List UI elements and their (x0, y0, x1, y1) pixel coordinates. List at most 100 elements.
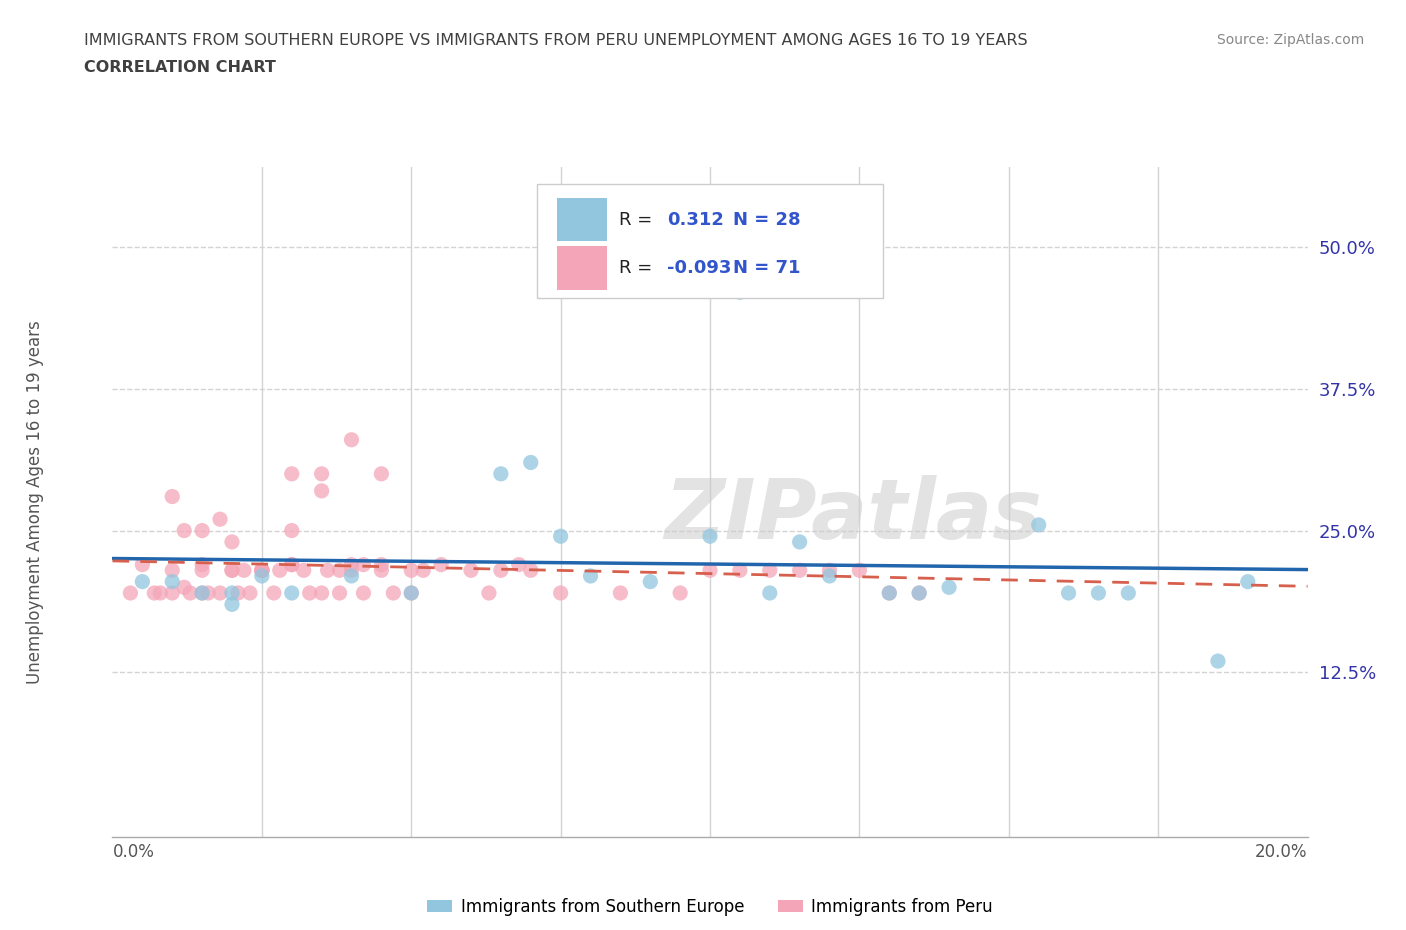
Point (401, 586, 423, 601)
Point (250, 563, 273, 578)
Point (340, 563, 363, 578)
Point (728, 285, 751, 299)
Point (1118, 586, 1140, 601)
Point (263, 586, 285, 601)
Text: CORRELATION CHART: CORRELATION CHART (84, 60, 276, 75)
Text: -0.093: -0.093 (666, 259, 731, 277)
Text: Source: ZipAtlas.com: Source: ZipAtlas.com (1216, 33, 1364, 46)
FancyBboxPatch shape (537, 184, 883, 298)
Text: 0.312: 0.312 (666, 210, 724, 229)
Point (162, 586, 183, 601)
Point (221, 586, 243, 601)
Point (316, 563, 339, 578)
Point (162, 489, 183, 504)
Point (759, 586, 782, 601)
Point (239, 586, 262, 601)
Point (401, 586, 423, 601)
Point (250, 563, 273, 578)
Point (1237, 574, 1260, 589)
Point (162, 563, 183, 578)
Point (250, 563, 273, 578)
Point (340, 557, 363, 572)
Text: N = 28: N = 28 (733, 210, 800, 229)
Point (352, 586, 374, 601)
Point (226, 586, 249, 601)
Point (550, 586, 572, 601)
Point (370, 563, 392, 578)
Point (208, 512, 231, 526)
Point (1057, 586, 1080, 601)
Point (269, 563, 291, 578)
Point (120, 586, 142, 601)
Point (131, 574, 153, 589)
Point (430, 557, 453, 572)
Point (281, 557, 304, 572)
Point (221, 563, 243, 578)
Point (728, 563, 751, 578)
Text: Unemployment Among Ages 16 to 19 years: Unemployment Among Ages 16 to 19 years (25, 320, 44, 684)
Point (370, 466, 392, 481)
Point (131, 557, 153, 572)
Point (877, 586, 901, 601)
Point (250, 563, 273, 578)
Point (638, 574, 662, 589)
Point (250, 563, 273, 578)
Point (191, 586, 214, 601)
Point (281, 466, 304, 481)
Point (328, 563, 352, 578)
Point (281, 524, 304, 538)
Point (311, 484, 333, 498)
Point (311, 586, 333, 601)
Point (848, 563, 870, 578)
Point (281, 557, 304, 572)
Point (489, 466, 512, 481)
Point (191, 557, 214, 572)
FancyBboxPatch shape (557, 198, 607, 242)
Point (508, 557, 530, 572)
Point (579, 568, 602, 583)
Point (789, 535, 811, 550)
Point (370, 557, 392, 572)
Point (191, 563, 214, 578)
Point (789, 563, 811, 578)
Point (311, 466, 333, 481)
Text: R =: R = (619, 259, 658, 277)
Point (221, 535, 243, 550)
Point (232, 563, 256, 578)
Point (1028, 517, 1050, 532)
Point (1206, 654, 1229, 669)
Point (162, 574, 183, 589)
Point (173, 580, 195, 595)
Point (179, 586, 201, 601)
Point (520, 455, 543, 470)
Text: IMMIGRANTS FROM SOUTHERN EUROPE VS IMMIGRANTS FROM PERU UNEMPLOYMENT AMONG AGES : IMMIGRANTS FROM SOUTHERN EUROPE VS IMMIG… (84, 33, 1028, 47)
Text: ZIPatlas: ZIPatlas (665, 475, 1042, 556)
Point (699, 563, 721, 578)
Point (1087, 586, 1109, 601)
Point (221, 563, 243, 578)
Point (460, 563, 482, 578)
Text: R =: R = (619, 210, 658, 229)
Point (149, 586, 172, 601)
Point (818, 563, 841, 578)
Point (908, 586, 931, 601)
Point (818, 568, 841, 583)
Point (550, 529, 572, 544)
Point (938, 580, 960, 595)
Point (699, 529, 721, 544)
Point (208, 586, 231, 601)
Point (298, 586, 321, 601)
Point (197, 586, 219, 601)
Point (877, 586, 901, 601)
Point (143, 586, 166, 601)
Point (221, 597, 243, 612)
Point (340, 568, 363, 583)
Point (908, 586, 931, 601)
Point (759, 563, 782, 578)
Text: 20.0%: 20.0% (1256, 843, 1308, 860)
Point (328, 586, 352, 601)
Point (478, 586, 501, 601)
Point (489, 563, 512, 578)
Point (191, 586, 214, 601)
FancyBboxPatch shape (557, 246, 607, 289)
